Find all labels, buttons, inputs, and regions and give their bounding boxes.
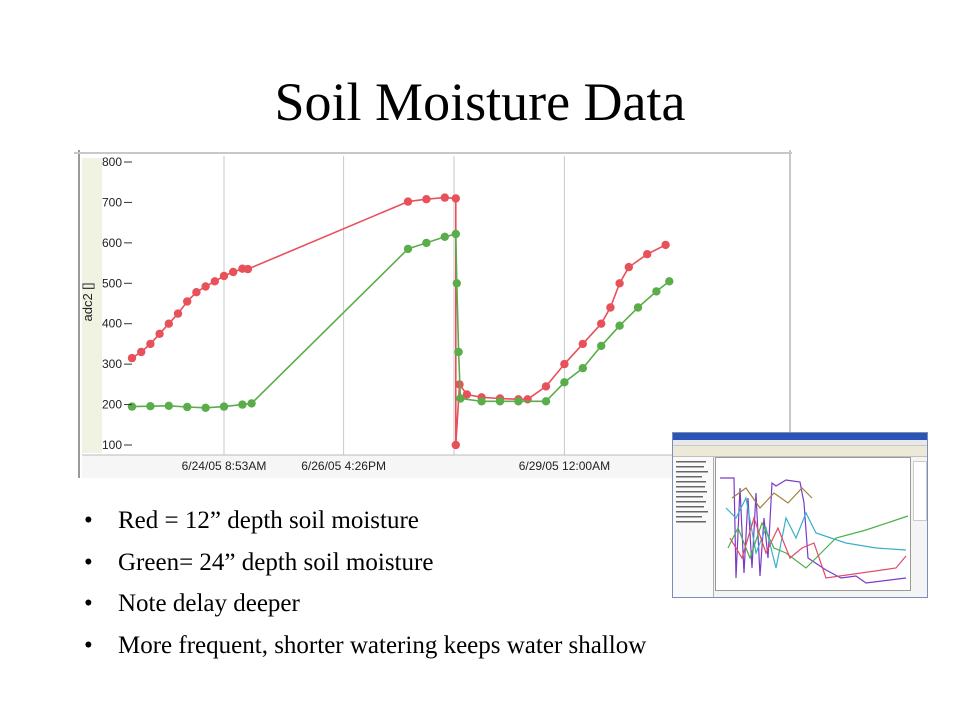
series-point-1: [560, 378, 569, 387]
chart-background: [74, 150, 794, 480]
series-point-1: [201, 403, 210, 412]
thumbnail-toolbar: [673, 446, 927, 457]
series-point-0: [661, 240, 670, 250]
series-point-1: [219, 402, 229, 411]
y-tick-label: 200: [102, 398, 122, 412]
series-point-0: [440, 193, 449, 202]
series-point-1: [456, 394, 465, 403]
series-point-0: [606, 303, 615, 312]
series-point-0: [462, 390, 472, 399]
series-point-1: [247, 399, 256, 408]
soil-moisture-chart: adc2 [] 100 200 300 400 500 600 700 800 6/24/05…: [74, 150, 794, 480]
y-tick-label: 500: [102, 276, 122, 290]
series-point-1: [633, 303, 643, 312]
y-axis-label: adc2 []: [80, 282, 95, 321]
y-tick-label: 700: [102, 195, 122, 209]
bullet-delay: Note delay deeper: [84, 583, 844, 625]
x-tick-label: 6/29/05 12:00AM: [519, 459, 610, 473]
bullet-green-depth: Green= 24” depth soil moisture: [84, 542, 844, 584]
bullet-list: Red = 12” depth soil moisture Green= 24”…: [84, 500, 844, 666]
thumbnail-sensor-list-rows: [676, 461, 708, 523]
thumbnail-legend: [913, 461, 927, 521]
series-point-1: [127, 402, 137, 411]
series-point-0: [643, 250, 652, 259]
series-layer: [127, 193, 674, 450]
series-point-0: [422, 195, 431, 204]
series-point-1: [665, 277, 674, 286]
series-point-0: [523, 395, 532, 404]
series-point-1: [403, 244, 413, 254]
series-point-0: [210, 277, 219, 286]
series-point-1: [146, 402, 155, 411]
thumbnail-sensor-list: [673, 457, 714, 597]
y-axis-band: [82, 158, 102, 453]
series-point-0: [155, 329, 164, 338]
tick-layer: 100 200 300 400 500 600 700 800: [102, 155, 132, 452]
bullet-watering: More frequent, shorter watering keeps wa…: [84, 625, 844, 667]
bullet-red-depth: Red = 12” depth soil moisture: [84, 500, 844, 542]
series-point-0: [137, 347, 146, 357]
thumbnail-menubar: [673, 440, 927, 446]
series-point-0: [146, 339, 155, 349]
series-point-0: [615, 279, 624, 288]
series-point-0: [597, 319, 606, 328]
series-point-0: [127, 353, 137, 363]
series-point-1: [615, 321, 624, 330]
series-point-0: [201, 282, 210, 291]
slide-title: Soil Moisture Data: [274, 72, 686, 132]
y-tick-label: 400: [102, 317, 122, 331]
series-point-0: [451, 194, 460, 203]
series-point-0: [541, 382, 551, 391]
x-tick-label: 6/24/05 8:53AM: [182, 459, 267, 473]
series-point-0: [229, 267, 238, 277]
software-screenshot-thumbnail: [672, 432, 928, 598]
series-point-1: [597, 341, 606, 351]
chart-svg: adc2 [] 100 200 300 400 500 600 700 800 6/24/05…: [74, 150, 794, 480]
series-point-0: [219, 271, 229, 281]
series-point-0: [164, 319, 173, 328]
y-tick-label: 300: [102, 357, 122, 371]
thumbnail-titlebar: [673, 433, 927, 440]
x-axis-band: [82, 455, 792, 478]
thumbnail-plot: [715, 457, 911, 591]
series-point-0: [403, 197, 413, 206]
series-point-0: [560, 359, 569, 369]
series-point-1: [183, 402, 192, 412]
series-point-0: [183, 297, 192, 306]
series-point-0: [192, 288, 201, 297]
series-point-0: [578, 339, 587, 349]
series-point-1: [451, 229, 460, 239]
series-point-0: [624, 262, 633, 272]
series-point-1: [578, 364, 587, 373]
y-tick-label: 600: [102, 236, 122, 250]
series-point-1: [541, 397, 551, 406]
series-point-1: [514, 397, 523, 406]
series-point-1: [164, 401, 173, 410]
series-point-1: [440, 232, 449, 241]
series-point-1: [477, 397, 486, 406]
thumbnail-x-axis: [715, 591, 911, 597]
series-point-1: [495, 397, 505, 406]
series-point-0: [451, 440, 460, 450]
series-point-0: [243, 264, 253, 274]
series-point-1: [652, 287, 661, 296]
x-tick-layer: 6/24/05 8:53AM 6/26/05 4:26PM 6/29/05 12:0…: [182, 459, 610, 473]
y-tick-label: 800: [102, 155, 122, 169]
series-line-0: [131, 196, 666, 446]
thumbnail-plot-traces: [720, 477, 909, 584]
y-tick-label: 100: [102, 438, 122, 452]
x-tick-label: 6/26/05 4:26PM: [301, 459, 386, 473]
series-point-1: [452, 279, 461, 288]
series-point-1: [422, 238, 431, 248]
series-point-1: [454, 347, 463, 357]
series-point-1: [238, 400, 247, 409]
series-point-0: [173, 309, 183, 318]
